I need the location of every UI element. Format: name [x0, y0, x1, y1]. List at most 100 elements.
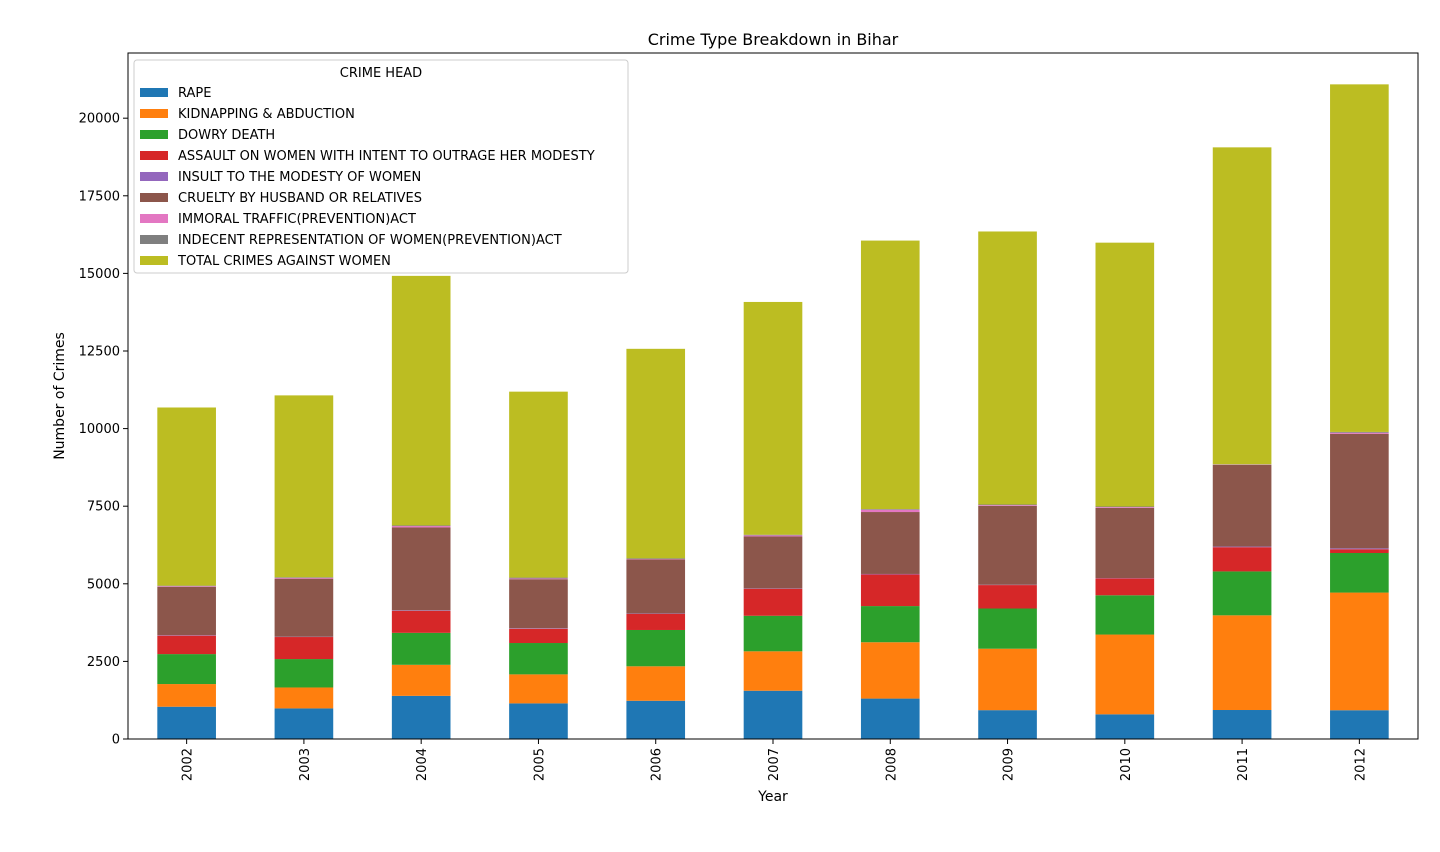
x-tick-label-2004: 2004 [415, 748, 430, 781]
legend-label-8: TOTAL CRIMES AGAINST WOMEN [177, 254, 391, 269]
bar-segment-2012-s3 [1330, 549, 1389, 553]
legend-items: RAPE KIDNAPPING & ABDUCTION DOWRY DEATH ASS… [140, 86, 595, 269]
y-tick-label-0: 0 [112, 733, 120, 748]
x-tick-label-2006: 2006 [650, 748, 665, 781]
bar-segment-2009-s5 [978, 505, 1037, 585]
x-tick-label-2002: 2002 [181, 748, 196, 781]
y-tick-label-15000: 15000 [79, 267, 120, 282]
bar-segment-2007-s2 [743, 615, 803, 652]
bar-segment-2009-s8 [978, 231, 1037, 505]
bar-segment-2008-s8 [860, 240, 920, 510]
x-tick-label-2011: 2011 [1236, 748, 1251, 781]
bar-segment-2011-s1 [1212, 615, 1272, 710]
bar-segment-2005-s8 [509, 391, 568, 578]
bar-segment-2002-s3 [157, 635, 216, 655]
bar-segment-2005-s2 [509, 643, 568, 675]
bar-segment-2006-s5 [626, 559, 686, 614]
x-tick-label-2003: 2003 [298, 748, 313, 781]
x-tick-label-2012: 2012 [1353, 748, 1368, 781]
legend-swatch-0 [140, 88, 168, 97]
bar-segment-2012-s1 [1330, 592, 1389, 711]
legend-label-0: RAPE [178, 86, 211, 101]
bar-segment-2005-s7 [509, 577, 568, 579]
bar-segment-2004-s5 [391, 527, 451, 611]
bar-segment-2011-s0 [1212, 710, 1272, 739]
y-tick-label-10000: 10000 [79, 422, 120, 437]
x-tick-label-2005: 2005 [532, 748, 547, 781]
bar-segment-2012-s0 [1330, 710, 1389, 739]
bar-segment-2008-s6 [860, 509, 920, 513]
y-tick-label-17500: 17500 [79, 189, 120, 204]
legend-swatch-3 [140, 151, 168, 160]
bar-segment-2012-s4 [1330, 548, 1389, 550]
bar-segment-2003-s5 [274, 578, 334, 637]
legend-swatch-7 [140, 235, 168, 244]
legend: CRIME HEAD RAPE KIDNAPPING & ABDUCTION DOW… [133, 59, 629, 274]
legend-label-3: ASSAULT ON WOMEN WITH INTENT TO OUTRAGE … [178, 149, 595, 164]
bar-segment-2005-s1 [509, 674, 568, 704]
bar-segment-2010-s7 [1095, 506, 1155, 508]
bar-segment-2007-s0 [743, 690, 803, 739]
legend-swatch-8 [140, 256, 168, 265]
y-axis-label: Number of Crimes [52, 332, 68, 460]
y-axis: 0 2500 5000 7500 10000 12500 15000 17500 20000 [79, 112, 128, 748]
legend-swatch-6 [140, 214, 168, 223]
bar-segment-2004-s6 [391, 526, 451, 528]
legend-swatch-1 [140, 109, 168, 118]
bar-segment-2008-s7 [860, 509, 920, 510]
bar-segment-2008-s2 [860, 606, 920, 643]
x-tick-label-2010: 2010 [1119, 748, 1134, 781]
bar-segment-2002-s2 [157, 654, 216, 685]
bar-segment-2009-s0 [978, 710, 1037, 739]
bar-segment-2012-s7 [1330, 431, 1389, 433]
legend-title: CRIME HEAD [340, 66, 422, 81]
x-tick-label-2009: 2009 [1002, 748, 1017, 781]
x-tick-label-2008: 2008 [884, 748, 899, 781]
bar-segment-2009-s1 [978, 648, 1037, 711]
legend-swatch-2 [140, 130, 168, 139]
bar-segment-2010-s8 [1095, 242, 1155, 507]
bar-segment-2004-s8 [391, 275, 451, 526]
x-axis: 2002 2003 2004 2005 2006 2007 2008 2009 2010 2011… [181, 739, 1368, 781]
bar-segment-2006-s3 [626, 613, 686, 630]
bar-segment-2007-s6 [743, 535, 803, 537]
bar-segment-2012-s5 [1330, 433, 1389, 549]
legend-label-2: DOWRY DEATH [178, 128, 275, 143]
bar-segment-2003-s7 [274, 577, 334, 578]
bar-segment-2007-s3 [743, 588, 803, 616]
chart-title: Crime Type Breakdown in Bihar [648, 30, 899, 49]
bar-segment-2010-s1 [1095, 634, 1155, 715]
bar-segment-2011-s2 [1212, 571, 1272, 616]
y-tick-label-5000: 5000 [87, 577, 120, 592]
x-axis-label: Year [757, 789, 788, 805]
bar-segment-2010-s5 [1095, 507, 1155, 579]
bar-segment-2006-s2 [626, 629, 686, 667]
bar-segment-2003-s2 [274, 659, 334, 688]
y-tick-label-2500: 2500 [87, 655, 120, 670]
bar-segment-2011-s4 [1212, 546, 1272, 548]
bar-segment-2009-s2 [978, 608, 1037, 649]
legend-label-5: CRUELTY BY HUSBAND OR RELATIVES [178, 191, 422, 206]
bar-segment-2012-s2 [1330, 553, 1389, 593]
bar-segment-2007-s1 [743, 651, 803, 691]
bar-segment-2005-s0 [509, 703, 568, 739]
bar-segment-2010-s2 [1095, 595, 1155, 635]
bar-segment-2002-s8 [157, 407, 216, 586]
bar-segment-2004-s0 [391, 695, 451, 739]
bar-segment-2012-s6 [1330, 432, 1389, 434]
bar-segment-2003-s1 [274, 687, 334, 709]
bar-segment-2009-s3 [978, 585, 1037, 609]
bar-segment-2003-s6 [274, 577, 334, 579]
bar-segment-2007-s8 [743, 301, 803, 535]
bar-segment-2004-s7 [391, 525, 451, 527]
legend-frame [133, 59, 629, 274]
bar-segment-2008-s5 [860, 512, 920, 574]
y-tick-label-20000: 20000 [79, 112, 120, 127]
bar-segment-2011-s8 [1212, 147, 1272, 465]
bar-segment-2003-s0 [274, 708, 334, 739]
legend-label-6: IMMORAL TRAFFIC(PREVENTION)ACT [178, 212, 416, 227]
bar-segment-2006-s0 [626, 700, 686, 739]
bar-segment-2003-s8 [274, 395, 334, 578]
bar-segment-2007-s5 [743, 536, 803, 589]
